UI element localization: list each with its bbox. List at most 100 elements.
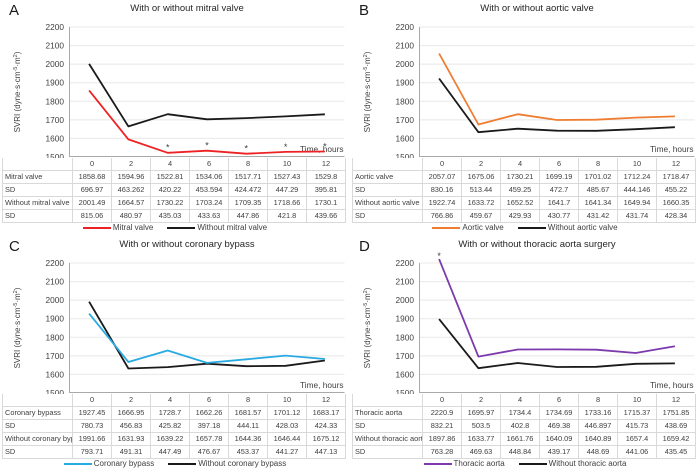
panel-title: With or without aortic valve [480,3,594,14]
y-tick-label: 1700 [396,351,415,361]
table-cell: 1657.78 [190,433,229,445]
table-row: SD 763.28 469.63 448.84 439.17 448.69 441.06 43… [353,446,696,459]
table-cell [3,158,73,170]
y-tick-label: 1600 [46,133,65,143]
legend-item: Mitral valve [82,223,153,232]
table-row: SD 832.21 503.5 402.8 469.38 446.897 415.73 438… [353,420,696,433]
row-label-cell: SD [3,210,73,222]
table-cell: 696.97 [73,184,112,196]
table-cell: 447.86 [229,210,268,222]
table-cell: 1659.42 [657,433,696,445]
x-tick-label: 10 [268,158,307,170]
panel-letter: B [359,2,370,19]
table-cell: 447.29 [268,184,307,196]
table-cell: 1734.69 [540,407,579,419]
row-label-cell: Mitral valve [3,171,73,183]
table-cell [353,394,423,406]
table-cell: 1733.16 [579,407,618,419]
legend-item: Without mitral valve [167,223,267,232]
table-cell: 424.33 [307,420,346,432]
legend-item: Without coronary bypass [168,459,286,468]
table-row: Without aortic valve 1922.74 1633.72 1652.5… [353,197,696,210]
x-tick-label: 6 [190,158,229,170]
chart-container: 1500 1600 1700 1800 1900 2000 2100 2200 SVRI (dy… [350,250,700,398]
table-cell: 1657.4 [618,433,657,445]
y-tick-label: 2200 [46,22,65,32]
table-cell [353,158,423,170]
table-cell: 448.69 [579,446,618,458]
chart-svg: 1500 1600 1700 1800 1900 2000 2100 2200 SVRI (dy… [13,22,345,162]
chart-container: 1500 1600 1700 1800 1900 2000 2100 2200 SVRI (dy… [0,14,350,162]
table-cell: 439.66 [307,210,346,222]
x-tick-label: 2 [462,158,501,170]
y-tick-label: 2000 [46,295,65,305]
x-tick-label: 2 [462,394,501,406]
table-row: Without mitral valve 2001.49 1664.57 1730.2… [3,197,346,210]
x-axis-title: Time, hours [650,380,694,390]
table-cell: 420.22 [151,184,190,196]
table-cell: 2001.49 [73,197,112,209]
table-cell: 1644.36 [229,433,268,445]
table-row: Aortic valve 2057.07 1675.06 1730.21 1699.19… [353,171,696,184]
table-cell: 446.897 [579,420,618,432]
x-tick-label: 4 [151,158,190,170]
table-cell: 438.69 [657,420,696,432]
table-cell: 431.42 [579,210,618,222]
y-tick-label: 1900 [46,314,65,324]
table-row: SD 780.73 456.83 425.82 397.18 444.11 428.03 42… [3,420,346,433]
table-cell: 1922.74 [423,197,462,209]
table-cell: 1662.26 [190,407,229,419]
table-cell: 830.16 [423,184,462,196]
row-label-cell: SD [353,210,423,222]
x-tick-label: 8 [579,394,618,406]
x-tick-label: 10 [618,394,657,406]
data-table: 0 2 4 6 8 10 12 Coronary bypass 1927.45 1666.95 17… [2,394,346,459]
table-cell: 480.97 [112,210,151,222]
significance-asterisk: * [437,251,441,261]
table-row: Mitral valve 1858.68 1594.96 1522.81 1534.06… [3,171,346,184]
x-tick-label: 0 [423,394,462,406]
series-line-0 [88,313,325,364]
table-cell: 463.262 [112,184,151,196]
table-cell: 444.146 [618,184,657,196]
table-cell: 1718.47 [657,171,696,183]
table-cell: 424.472 [229,184,268,196]
row-label-cell: Without thoracic aorta [355,433,423,445]
legend-item: Coronary bypass [63,459,154,468]
table-cell: 1517.71 [229,171,268,183]
table-row: Thoracic aorta 2220.9 1695.97 1734.4 1734.69… [353,407,696,420]
x-tick-label: 0 [73,158,112,170]
table-cell: 469.63 [462,446,501,458]
table-cell: 1641.7 [540,197,579,209]
table-header-row: 0 2 4 6 8 10 12 [3,394,346,407]
y-tick-label: 1600 [46,369,65,379]
x-tick-label: 0 [73,394,112,406]
row-label-cell: SD [3,420,73,432]
panel: B With or without aortic valve 1500 1600 1… [350,0,700,236]
y-tick-label: 1500 [396,388,415,394]
table-cell: 435.45 [657,446,696,458]
table-cell: 402.8 [501,420,540,432]
table-cell: 491.31 [112,446,151,458]
table-cell: 1703.24 [190,197,229,209]
table-cell: 425.82 [151,420,190,432]
y-axis-title: SVRI (dyne·s·cm-5·m2) [13,51,22,132]
series-line-0 [438,258,676,358]
y-tick-label: 1800 [46,332,65,342]
x-tick-label: 8 [229,158,268,170]
panel: A With or without mitral valve 1500 1600 1… [0,0,350,236]
table-cell: 1631.93 [112,433,151,445]
y-tick-label: 1700 [46,115,65,125]
legend-line-swatch [82,226,111,229]
table-cell: 1712.24 [618,171,657,183]
table-cell: 1633.72 [462,197,501,209]
chart-svg: 1500 1600 1700 1800 1900 2000 2100 2200 SVRI (dy… [363,22,695,162]
row-label-cell: Aortic valve [353,171,423,183]
legend-line-swatch [518,462,547,465]
legend-item: Aortic valve [432,223,504,232]
chart-svg: 1500 1600 1700 1800 1900 2000 2100 2200 SVRI (dy… [363,251,695,398]
table-header-row: 0 2 4 6 8 10 12 [3,158,346,171]
table-row: SD 766.86 459.67 429.93 430.77 431.42 431.74 42… [353,210,696,223]
panel-letter: D [359,238,370,255]
x-axis-title: Time, hours [300,380,344,390]
